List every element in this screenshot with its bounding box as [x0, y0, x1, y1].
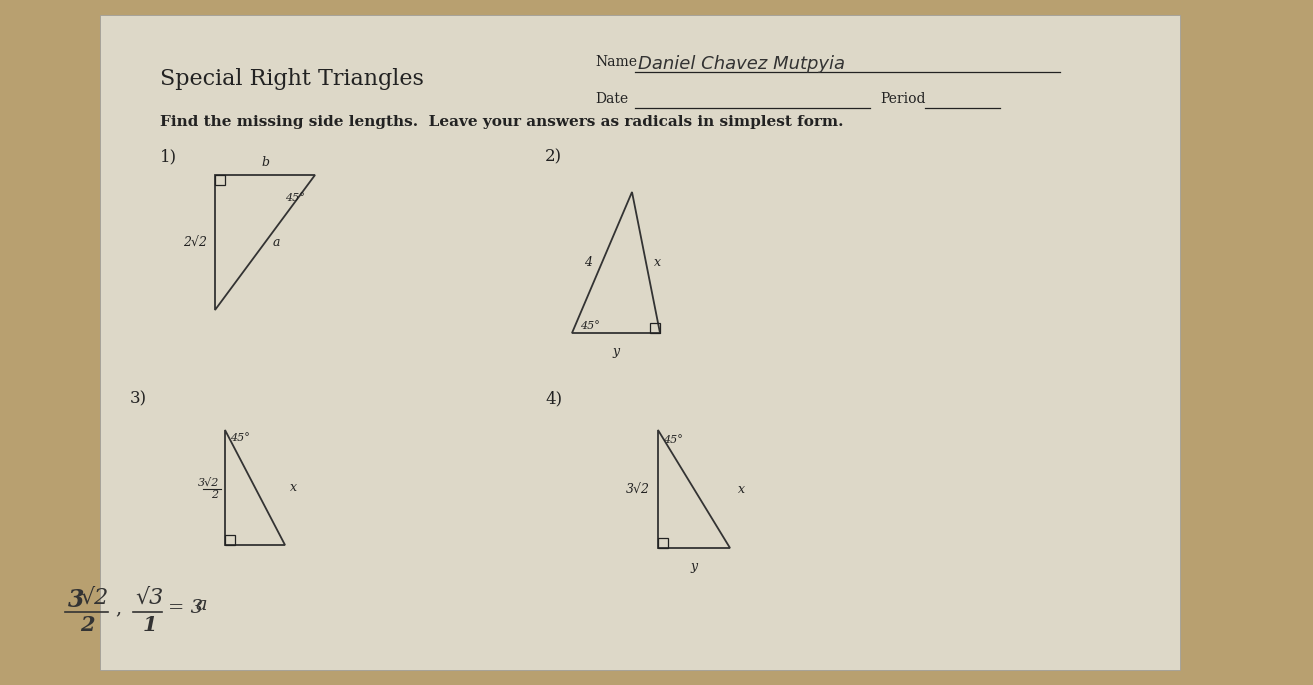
Text: 4): 4)	[545, 390, 562, 407]
Text: 45°: 45°	[230, 433, 249, 443]
Text: √2: √2	[80, 587, 108, 609]
Text: = 3: = 3	[168, 599, 204, 617]
Text: 4: 4	[584, 256, 592, 269]
Text: a: a	[273, 236, 281, 249]
Text: 2√2: 2√2	[183, 236, 207, 249]
Text: 45°: 45°	[285, 193, 305, 203]
Text: 1: 1	[143, 615, 158, 635]
Text: 3√2: 3√2	[626, 482, 650, 495]
Text: 2: 2	[80, 615, 95, 635]
Text: y: y	[691, 560, 697, 573]
Text: a: a	[196, 596, 206, 614]
Text: Special Right Triangles: Special Right Triangles	[160, 68, 424, 90]
Text: 2): 2)	[545, 148, 562, 165]
Text: Daniel Chavez Mutpyia: Daniel Chavez Mutpyia	[638, 55, 846, 73]
Text: 3: 3	[68, 588, 84, 612]
Text: 45°: 45°	[663, 435, 683, 445]
Text: b: b	[261, 156, 269, 169]
Text: 3√2: 3√2	[198, 477, 219, 488]
Text: ,: ,	[116, 599, 121, 617]
Text: 1): 1)	[160, 148, 177, 165]
Text: 45°: 45°	[580, 321, 600, 331]
Text: Date: Date	[595, 92, 628, 106]
Text: x: x	[654, 256, 660, 269]
FancyBboxPatch shape	[100, 15, 1180, 670]
Text: x: x	[738, 482, 744, 495]
Text: x: x	[290, 481, 297, 494]
Text: Find the missing side lengths.  Leave your answers as radicals in simplest form.: Find the missing side lengths. Leave you…	[160, 115, 843, 129]
Text: √3: √3	[135, 587, 163, 609]
Text: Period: Period	[880, 92, 926, 106]
Text: 3): 3)	[130, 390, 147, 407]
Text: 2: 2	[205, 490, 219, 499]
Text: y: y	[612, 345, 620, 358]
Text: Name: Name	[595, 55, 637, 69]
